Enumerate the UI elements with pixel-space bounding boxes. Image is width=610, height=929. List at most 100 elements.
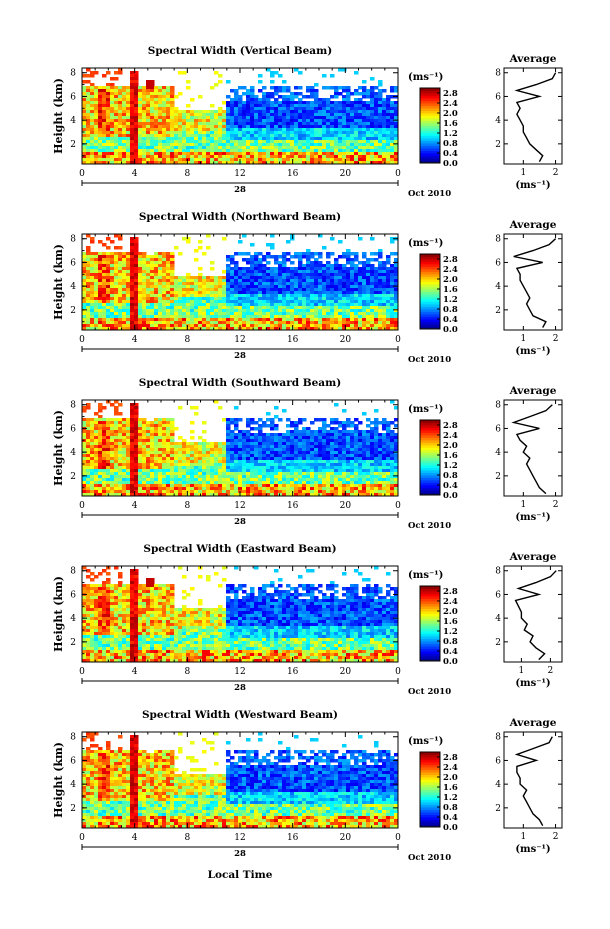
heatmap-cell [102, 86, 107, 90]
heatmap-cell [114, 421, 119, 425]
heatmap-cell [166, 140, 171, 144]
heatmap-cell [210, 475, 215, 479]
heatmap-cell [126, 288, 131, 292]
heatmap-cell [242, 92, 247, 96]
heatmap-cell [122, 303, 127, 307]
heatmap-cell [126, 418, 131, 422]
heatmap-cell [346, 95, 351, 99]
heatmap-cell [370, 134, 375, 138]
heatmap-cell [190, 303, 195, 307]
heatmap-cell [242, 137, 247, 141]
heatmap-cell [82, 475, 87, 479]
heatmap-cell [106, 445, 111, 449]
heatmap-cell [386, 279, 391, 283]
heatmap-cell [234, 300, 239, 304]
heatmap-cell [242, 152, 247, 156]
heatmap-cell [370, 158, 375, 162]
heatmap-cell [198, 297, 203, 301]
heatmap-cell [114, 300, 119, 304]
heatmap-cell [258, 300, 263, 304]
heatmap-cell [142, 137, 147, 141]
colorbar-segment [420, 314, 440, 317]
heatmap-cell [126, 122, 131, 126]
heatmap-cell [162, 285, 167, 289]
heatmap-cell [134, 119, 139, 123]
heatmap-cell [214, 155, 219, 159]
heatmap-cell [230, 143, 235, 147]
heatmap-cell [122, 487, 127, 491]
heatmap-cell [178, 312, 183, 316]
heatmap-cell [182, 71, 187, 75]
heatmap-cell [150, 152, 155, 156]
heatmap-cell [166, 309, 171, 313]
heatmap-cell [114, 146, 119, 150]
heatmap-cell [182, 324, 187, 328]
heatmap-cell [390, 161, 395, 164]
heatmap-cell [278, 125, 283, 129]
heatmap-cell [270, 128, 275, 132]
heatmap-cell [238, 270, 243, 274]
heatmap-cell [94, 258, 99, 262]
heatmap-cell [134, 149, 139, 153]
heatmap-cell [226, 276, 231, 280]
heatmap-cell [126, 475, 131, 479]
colorbar-tick-label: 2.8 [443, 89, 458, 99]
x-tick-label: 4 [132, 335, 138, 345]
heatmap-cell [150, 430, 155, 434]
heatmap-cell [326, 303, 331, 307]
heatmap-cell [110, 418, 115, 422]
heatmap-cell [122, 460, 127, 464]
heatmap-cell [114, 149, 119, 153]
heatmap-cell [126, 312, 131, 316]
heatmap-cell [206, 445, 211, 449]
heatmap-cell [238, 285, 243, 289]
heatmap-cell [254, 303, 259, 307]
heatmap-cell [154, 484, 159, 488]
heatmap-cell [270, 246, 275, 250]
heatmap-cell [82, 487, 87, 491]
heatmap-cell [302, 255, 307, 259]
heatmap-cell [86, 104, 91, 108]
heatmap-cell [106, 95, 111, 99]
heatmap-cell [142, 475, 147, 479]
heatmap-cell [214, 113, 219, 117]
heatmap-cell [134, 288, 139, 292]
heatmap-cell [282, 149, 287, 153]
heatmap-cell [230, 291, 235, 295]
heatmap-cell [330, 288, 335, 292]
heatmap-cell [194, 448, 199, 452]
heatmap-cell [82, 430, 87, 434]
y-tick-label: 6 [70, 258, 76, 268]
heatmap-cell [318, 149, 323, 153]
heatmap-cell [366, 285, 371, 289]
heatmap-cell [154, 279, 159, 283]
heatmap-cell [378, 101, 383, 105]
heatmap-cell [86, 457, 91, 461]
heatmap-cell [390, 152, 395, 156]
heatmap-cell [358, 294, 363, 298]
heatmap-cell [170, 110, 175, 114]
heatmap-cell [114, 92, 119, 96]
heatmap-cell [294, 101, 299, 105]
heatmap-cell [262, 306, 267, 310]
heatmap-cell [306, 116, 311, 120]
heatmap-cell [370, 282, 375, 286]
heatmap-cell [298, 122, 303, 126]
heatmap-cell [130, 89, 135, 93]
heatmap-cell [138, 454, 143, 458]
heatmap-cell [390, 89, 395, 93]
heatmap-cell [314, 131, 319, 135]
heatmap-cell [210, 300, 215, 304]
heatmap-cell [366, 161, 371, 164]
heatmap-cell [158, 104, 163, 108]
heatmap-cell [174, 451, 179, 455]
heatmap-cell [294, 158, 299, 162]
heatmap-cell [286, 104, 291, 108]
heatmap-cell [142, 439, 147, 443]
heatmap-cell [330, 125, 335, 129]
heatmap-cell [186, 487, 191, 491]
heatmap-cell [270, 158, 275, 162]
heatmap-cell [202, 158, 207, 162]
heatmap-cell [262, 303, 267, 307]
heatmap-cell [370, 324, 375, 328]
